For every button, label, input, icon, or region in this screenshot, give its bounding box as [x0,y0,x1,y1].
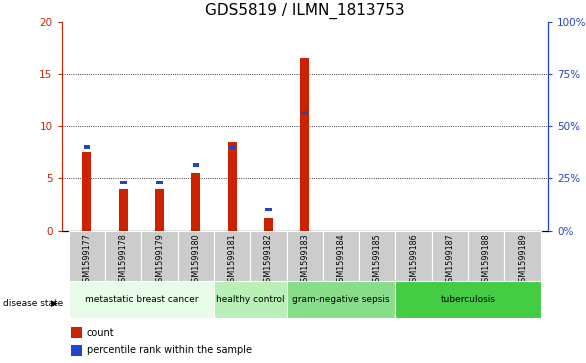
Title: GDS5819 / ILMN_1813753: GDS5819 / ILMN_1813753 [205,3,404,19]
Text: GSM1599182: GSM1599182 [264,233,273,287]
Text: healthy control: healthy control [216,295,285,304]
Text: GSM1599183: GSM1599183 [300,233,309,287]
Bar [250,231,287,281]
Bar [359,231,396,281]
Bar [432,231,468,281]
Text: GSM1599185: GSM1599185 [373,233,382,287]
Bar [155,189,164,231]
Bar [69,281,214,318]
Bar [300,58,309,231]
Bar [156,181,163,184]
Bar [214,281,287,318]
Bar [141,231,178,281]
Bar [396,281,541,318]
Bar [287,281,396,318]
Text: metastatic breast cancer: metastatic breast cancer [84,295,198,304]
Bar [119,189,128,231]
Bar [323,231,359,281]
Bar [83,152,91,231]
Text: GSM1599186: GSM1599186 [409,233,418,287]
Text: gram-negative sepsis: gram-negative sepsis [292,295,390,304]
Bar [193,163,199,167]
Bar [287,231,323,281]
Bar [84,145,90,149]
Text: count: count [87,328,114,338]
Bar [120,181,127,184]
Bar [396,231,432,281]
Text: GSM1599189: GSM1599189 [518,233,527,287]
Text: percentile rank within the sample: percentile rank within the sample [87,345,252,355]
Text: GSM1599184: GSM1599184 [336,233,346,287]
Text: GSM1599181: GSM1599181 [227,233,237,287]
Bar [468,231,505,281]
Bar [505,231,541,281]
Text: GSM1599179: GSM1599179 [155,233,164,287]
Text: GSM1599178: GSM1599178 [119,233,128,287]
Text: ▶: ▶ [50,299,57,307]
Bar [229,145,236,149]
Text: GSM1599177: GSM1599177 [83,233,91,287]
Bar [227,142,237,231]
Bar [71,345,82,356]
Text: GSM1599180: GSM1599180 [191,233,200,287]
Bar [214,231,250,281]
Text: disease state: disease state [3,299,63,307]
Bar [71,327,82,338]
Bar [264,218,273,231]
Bar [105,231,141,281]
Bar [301,111,308,114]
Bar [69,231,105,281]
Text: tuberculosis: tuberculosis [441,295,496,304]
Bar [191,173,200,231]
Bar [178,231,214,281]
Text: GSM1599187: GSM1599187 [445,233,454,287]
Text: GSM1599188: GSM1599188 [482,233,490,287]
Bar [265,208,272,212]
